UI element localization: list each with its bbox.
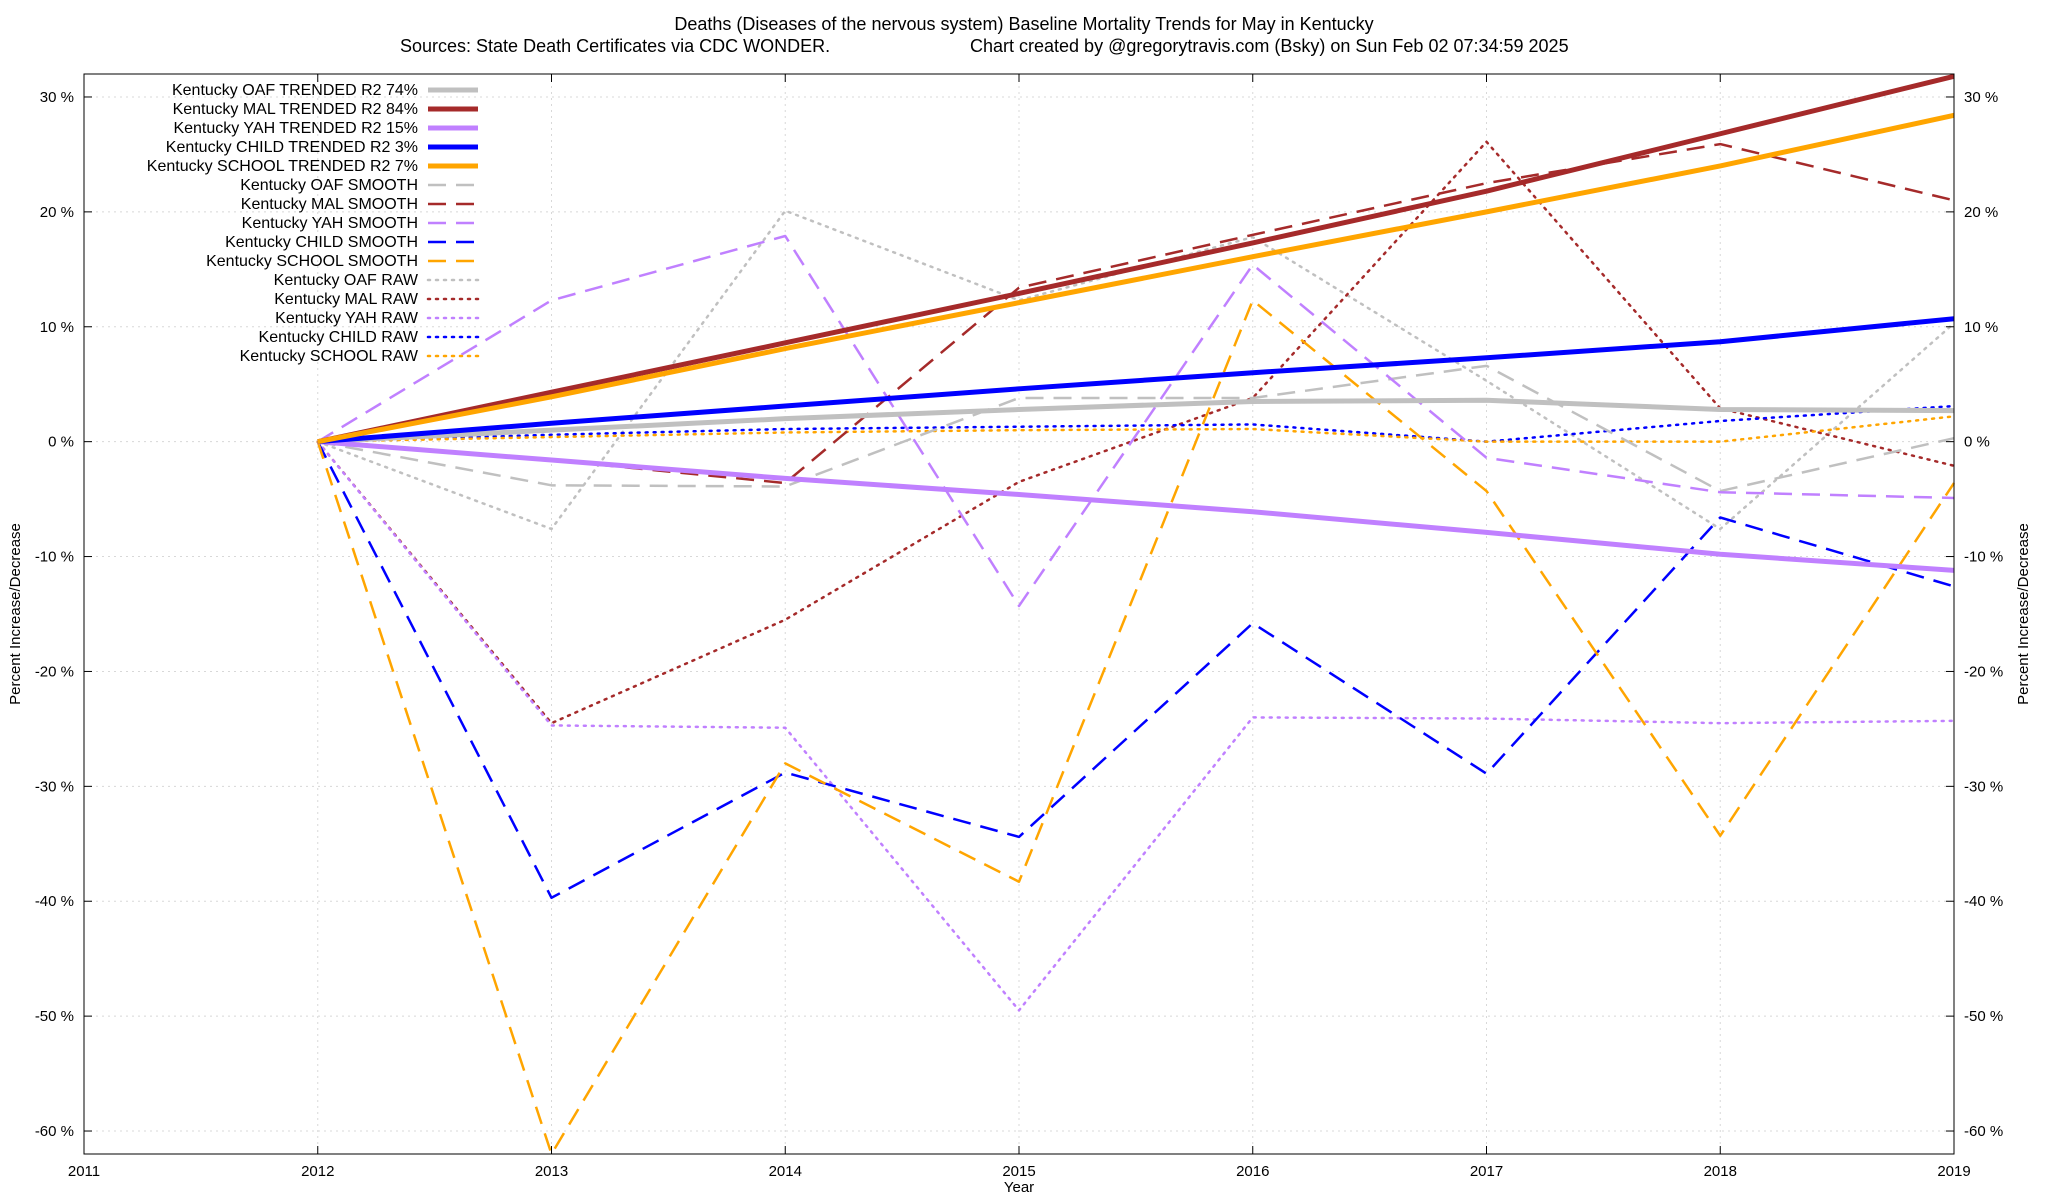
x-tick-label: 2016: [1236, 1163, 1269, 1180]
series-line-kentucky-mal-smooth: [317, 142, 1955, 485]
x-axis-label: Year: [1004, 1179, 1034, 1196]
series-line-kentucky-child-raw: [316, 404, 1956, 443]
y-axis-label-right: Percent Increase/Decrease: [2015, 523, 2032, 705]
y-tick-label-left: -60 %: [35, 1123, 74, 1140]
y-tick-label-left: -50 %: [35, 1008, 74, 1025]
y-tick-label-left: -10 %: [35, 549, 74, 566]
x-tick-label: 2013: [535, 1163, 568, 1180]
legend: Kentucky OAF TRENDED R2 74% Kentucky MAL …: [147, 82, 480, 365]
y-tick-label-right: 10 %: [1964, 319, 1998, 336]
y-tick-label-left: 10 %: [40, 319, 74, 336]
series-line-kentucky-yah-trended-r2-15: [317, 439, 1955, 573]
series-line-kentucky-oaf-raw: [316, 209, 1956, 531]
y-tick-label-right: 0 %: [1964, 434, 1990, 451]
series-line-kentucky-child-trended-r2-3: [317, 316, 1955, 445]
y-tick-label-right: -10 %: [1964, 549, 2003, 566]
series-line-kentucky-yah-raw: [316, 440, 1956, 1012]
y-tick-label-right: 30 %: [1964, 89, 1998, 106]
legend-label: Kentucky OAF RAW: [274, 272, 419, 289]
series-line-kentucky-school-raw: [316, 415, 1956, 443]
series-line-kentucky-yah-smooth: [317, 234, 1955, 608]
x-tick-label: 2018: [1704, 1163, 1737, 1180]
chart-subtitle-left: Sources: State Death Certificates via CD…: [400, 36, 830, 56]
series-line-kentucky-child-smooth: [316, 441, 1955, 900]
series-line-kentucky-school-trended-r2-7: [317, 112, 1955, 445]
legend-label: Kentucky SCHOOL SMOOTH: [206, 253, 418, 270]
legend-label: Kentucky CHILD RAW: [259, 329, 419, 346]
chart-title: Deaths (Diseases of the nervous system) …: [674, 14, 1373, 34]
legend-label: Kentucky MAL SMOOTH: [241, 196, 418, 213]
legend-label: Kentucky YAH RAW: [275, 310, 419, 327]
legend-label: Kentucky YAH SMOOTH: [242, 215, 418, 232]
series-line-kentucky-oaf-smooth: [317, 364, 1955, 493]
y-tick-label-right: -40 %: [1964, 893, 2003, 910]
x-tick-label: 2014: [769, 1163, 802, 1180]
y-tick-label-left: -40 %: [35, 893, 74, 910]
legend-label: Kentucky OAF SMOOTH: [240, 177, 418, 194]
legend-label: Kentucky SCHOOL RAW: [240, 348, 419, 365]
y-tick-label-left: -30 %: [35, 778, 74, 795]
legend-label: Kentucky MAL TRENDED R2 84%: [173, 101, 418, 118]
series-line-kentucky-mal-trended-r2-84: [317, 73, 1955, 445]
x-tick-label: 2011: [68, 1163, 100, 1180]
y-tick-label-right: -60 %: [1964, 1123, 2003, 1140]
legend-label: Kentucky OAF TRENDED R2 74%: [172, 82, 418, 99]
y-tick-label-left: 20 %: [40, 204, 74, 221]
y-tick-label-right: 20 %: [1964, 204, 1998, 221]
ticks: 2011 2012 2013 2014 2015 2016 2017 2018 2019 30 %…: [35, 74, 2003, 1180]
grid: [84, 74, 1954, 1154]
y-tick-label-left: -20 %: [35, 663, 74, 680]
chart-subtitle-right: Chart created by @gregorytravis.com (Bsk…: [970, 36, 1569, 56]
x-tick-label: 2015: [1002, 1163, 1035, 1180]
x-tick-label: 2019: [1937, 1163, 1970, 1180]
legend-label: Kentucky CHILD SMOOTH: [225, 234, 418, 251]
y-axis-label-left: Percent Increase/Decrease: [7, 523, 24, 705]
x-tick-label: 2012: [301, 1163, 334, 1180]
legend-label: Kentucky YAH TRENDED R2 15%: [173, 120, 418, 137]
series-line-kentucky-mal-raw: [316, 140, 1956, 725]
series-line-kentucky-oaf-trended-r2-74: [317, 397, 1955, 445]
y-tick-label-right: -20 %: [1964, 663, 2003, 680]
x-tick-label: 2017: [1470, 1163, 1503, 1180]
y-tick-label-left: 30 %: [40, 89, 74, 106]
legend-label: Kentucky SCHOOL TRENDED R2 7%: [147, 158, 418, 175]
y-tick-label-right: -50 %: [1964, 1008, 2003, 1025]
series-layer: [316, 73, 1956, 1156]
series-line-kentucky-school-smooth: [316, 299, 1956, 1156]
legend-label: Kentucky CHILD TRENDED R2 3%: [166, 139, 418, 156]
legend-label: Kentucky MAL RAW: [274, 291, 419, 308]
y-tick-label-right: -30 %: [1964, 778, 2003, 795]
y-tick-label-left: 0 %: [48, 434, 74, 451]
